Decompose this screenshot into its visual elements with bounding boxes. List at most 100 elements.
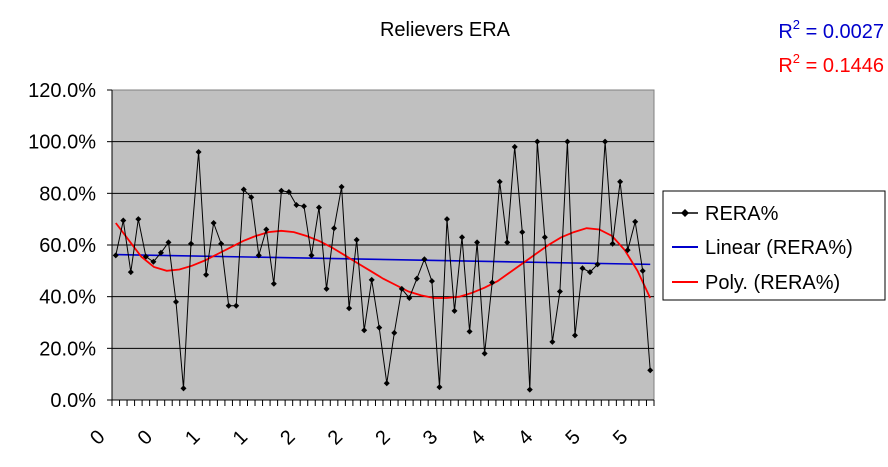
rera-point <box>594 261 601 268</box>
rera-point <box>293 201 300 208</box>
rera-point <box>481 350 488 357</box>
rera-point <box>617 178 624 185</box>
rera-point <box>218 240 225 247</box>
chart-title: Relievers ERA <box>380 19 511 41</box>
rera-point <box>511 143 518 150</box>
x-tick-label: 0 <box>134 426 157 449</box>
r-squared-linear-base: R <box>778 21 792 43</box>
x-tick-label: 5 <box>609 426 632 449</box>
rera-point <box>112 252 119 259</box>
rera-point <box>609 240 616 247</box>
r-squared-linear-exp: 2 <box>793 17 800 32</box>
rera-point <box>519 229 526 236</box>
y-tick-label: 60.0% <box>39 235 96 257</box>
rera-point <box>338 183 345 190</box>
rera-point <box>474 239 481 246</box>
legend-box <box>662 190 886 301</box>
rera-point <box>270 280 277 287</box>
rera-point <box>120 217 127 224</box>
x-tick-label: 1 <box>229 426 252 449</box>
rera-point <box>571 332 578 339</box>
rera-point <box>255 252 262 259</box>
y-tick-label: 80.0% <box>39 183 96 205</box>
rera-point <box>406 294 413 301</box>
rera-point <box>135 216 142 223</box>
rera-point <box>466 328 473 335</box>
rera-point <box>316 204 323 211</box>
rera-point <box>496 178 503 185</box>
rera-point <box>526 386 533 393</box>
rera-point <box>504 239 511 246</box>
rera-point <box>142 253 149 260</box>
rera-point <box>300 203 307 210</box>
legend-label-linear: Linear (RERA%) <box>705 237 853 259</box>
rera-point <box>240 186 247 193</box>
rera-point <box>587 269 594 276</box>
rera-point <box>436 384 443 391</box>
rera-point <box>180 385 187 392</box>
rera-point <box>308 252 315 259</box>
rera-point <box>127 269 134 276</box>
rera-point <box>248 194 255 201</box>
rera-point <box>263 226 270 233</box>
y-tick-label: 40.0% <box>39 287 96 309</box>
x-tick-label: 2 <box>276 426 299 449</box>
rera-point <box>165 239 172 246</box>
r-squared-poly-exp: 2 <box>793 51 800 66</box>
series-rera-line <box>115 141 651 390</box>
legend-marker-rera <box>681 209 689 217</box>
rera-point <box>323 285 330 292</box>
rera-point <box>421 256 428 263</box>
rera-point <box>398 285 405 292</box>
x-tick-label: 3 <box>419 426 442 449</box>
rera-point <box>541 234 548 241</box>
r-squared-poly-rest: = 0.1446 <box>800 55 884 77</box>
rera-point <box>556 288 563 295</box>
rera-point <box>346 305 353 312</box>
x-tick-label: 0 <box>86 426 109 449</box>
rera-point <box>188 240 195 247</box>
r-squared-linear: R2 = 0.0027 <box>778 17 884 43</box>
y-tick-label: 20.0% <box>39 338 96 360</box>
rera-point <box>331 225 338 232</box>
rera-point <box>150 258 157 265</box>
r-squared-linear-rest: = 0.0027 <box>800 21 884 43</box>
x-tick-label: 5 <box>561 426 584 449</box>
rera-point <box>157 249 164 256</box>
rera-point <box>285 189 292 196</box>
y-tick-label: 120.0% <box>28 80 96 102</box>
rera-point <box>278 187 285 194</box>
y-tick-label: 0.0% <box>50 390 96 412</box>
rera-point <box>383 380 390 387</box>
x-tick-label: 2 <box>324 426 347 449</box>
r-squared-poly: R2 = 0.1446 <box>778 51 884 77</box>
rera-point <box>353 236 360 243</box>
x-tick-label: 4 <box>466 426 489 449</box>
gridlines <box>112 141 654 349</box>
r-squared-poly-base: R <box>778 55 792 77</box>
rera-point <box>451 307 458 314</box>
rera-point <box>639 267 646 274</box>
rera-point <box>602 138 609 145</box>
rera-point <box>361 327 368 334</box>
legend-label-poly: Poly. (RERA%) <box>705 272 840 294</box>
rera-point <box>549 338 556 345</box>
rera-point <box>225 302 232 309</box>
x-tick-label: 1 <box>181 426 204 449</box>
x-tick-label: 2 <box>371 426 394 449</box>
x-tick-label: 4 <box>514 426 537 449</box>
rera-point <box>233 302 240 309</box>
rera-point <box>632 218 639 225</box>
rera-point <box>376 324 383 331</box>
rera-point <box>195 149 202 155</box>
rera-point <box>428 278 435 285</box>
rera-point <box>413 275 420 282</box>
rera-point <box>647 367 654 374</box>
rera-point <box>391 329 398 336</box>
rera-point <box>459 234 466 241</box>
rera-point <box>579 265 586 272</box>
rera-point <box>564 138 571 145</box>
legend: RERA% Linear (RERA%) Poly. (RERA%) <box>662 190 886 301</box>
rera-point <box>534 138 541 145</box>
